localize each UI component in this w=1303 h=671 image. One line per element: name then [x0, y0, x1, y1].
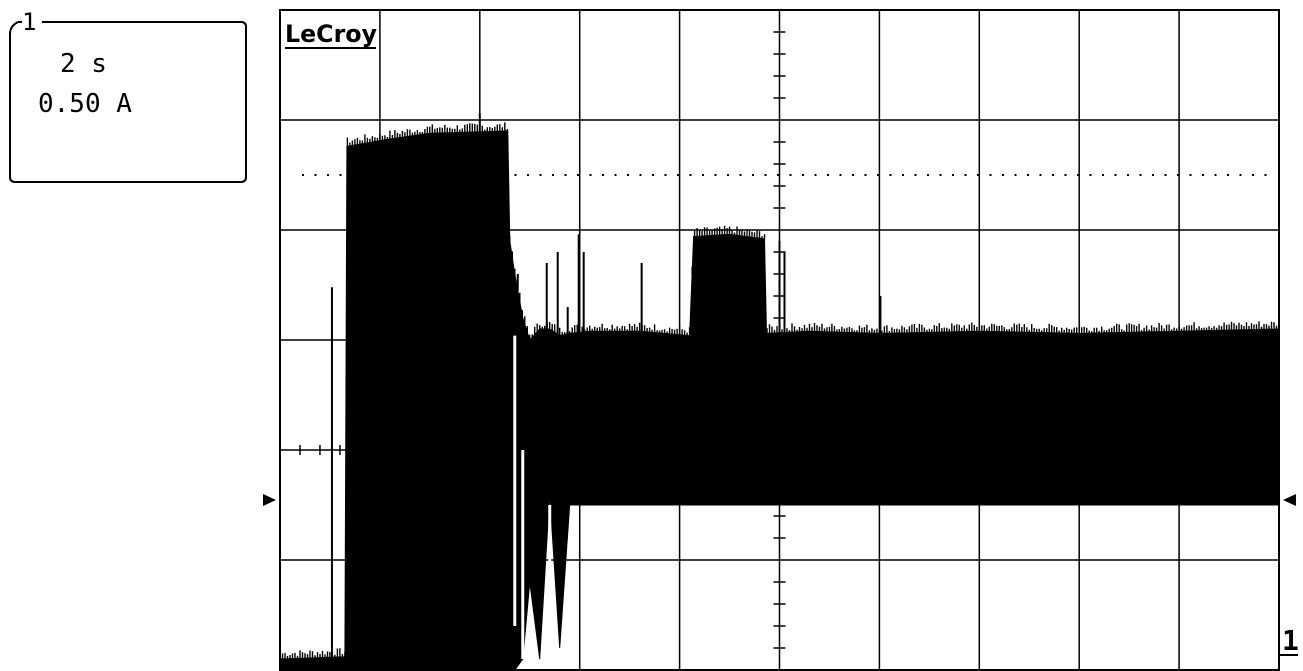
reference-dot — [989, 174, 992, 176]
reference-dot — [739, 174, 742, 176]
channel-number: 1 — [22, 8, 36, 36]
reference-dot — [1264, 174, 1267, 176]
reference-dot — [1227, 174, 1229, 176]
timebase-value: 2 s — [60, 49, 107, 79]
reference-dot — [1189, 174, 1192, 176]
reference-dot — [802, 174, 804, 176]
reference-dot — [1077, 174, 1079, 176]
reference-dot — [1127, 174, 1129, 176]
reference-dot — [339, 174, 342, 176]
trigger-level-marker-right — [1283, 494, 1296, 506]
reference-dot — [714, 174, 717, 176]
reference-dot — [514, 174, 517, 176]
reference-dot — [814, 174, 817, 176]
reference-dot — [789, 174, 792, 176]
reference-dot — [1214, 174, 1217, 176]
reference-dot — [839, 174, 842, 176]
reference-dot — [1064, 174, 1067, 176]
reference-dot — [902, 174, 904, 176]
reference-dot — [1114, 174, 1117, 176]
vertical-scale-value: 0.50 A — [38, 89, 132, 119]
reference-dot — [1102, 174, 1104, 176]
reference-dot — [627, 174, 629, 176]
reference-dot — [852, 174, 854, 176]
reference-dot — [1002, 174, 1004, 176]
trace-noise — [281, 122, 1278, 660]
reference-dot — [1152, 174, 1154, 176]
reference-dot — [677, 174, 679, 176]
reference-dot — [314, 174, 317, 176]
reference-dot — [1164, 174, 1167, 176]
reference-dot — [1089, 174, 1092, 176]
reference-dot — [964, 174, 967, 176]
reference-dot — [939, 174, 942, 176]
ground-reference-marker: 1 — [1282, 624, 1299, 657]
reference-dot — [864, 174, 867, 176]
reference-dot — [877, 174, 879, 176]
brand-label: LeCroy — [285, 20, 377, 48]
reference-dot — [1027, 174, 1029, 176]
reference-dot — [952, 174, 954, 176]
reference-dot — [1177, 174, 1179, 176]
brand-logo: LeCroy — [283, 14, 379, 52]
reference-dot — [539, 174, 542, 176]
channel-box-frame — [9, 21, 247, 183]
reference-dot — [552, 174, 554, 176]
reference-dot — [727, 174, 729, 176]
reference-dot — [1202, 174, 1204, 176]
reference-dot — [927, 174, 929, 176]
reference-dot — [564, 174, 567, 176]
reference-dot — [1252, 174, 1254, 176]
reference-dot — [652, 174, 654, 176]
reference-dot — [752, 174, 754, 176]
reference-dot — [602, 174, 604, 176]
reference-dot — [889, 174, 892, 176]
reference-dot — [977, 174, 979, 176]
reference-dot — [1052, 174, 1054, 176]
reference-dot — [1039, 174, 1042, 176]
channel-info-box: 1 2 s 0.50 A — [9, 8, 247, 183]
reference-dot — [1239, 174, 1242, 176]
trigger-level-marker-left — [263, 494, 276, 506]
reference-dot — [1014, 174, 1017, 176]
reference-dot — [527, 174, 529, 176]
reference-dot — [777, 174, 779, 176]
reference-dot — [614, 174, 617, 176]
current-trace — [279, 113, 1280, 671]
reference-dot — [702, 174, 704, 176]
reference-dot — [689, 174, 692, 176]
reference-dot — [764, 174, 767, 176]
reference-dot — [664, 174, 667, 176]
reference-dot — [302, 174, 304, 176]
reference-dot — [327, 174, 329, 176]
reference-dot — [577, 174, 579, 176]
reference-dot — [639, 174, 642, 176]
reference-dot — [914, 174, 917, 176]
reference-dot — [1139, 174, 1142, 176]
reference-dot — [589, 174, 592, 176]
reference-dot — [827, 174, 829, 176]
